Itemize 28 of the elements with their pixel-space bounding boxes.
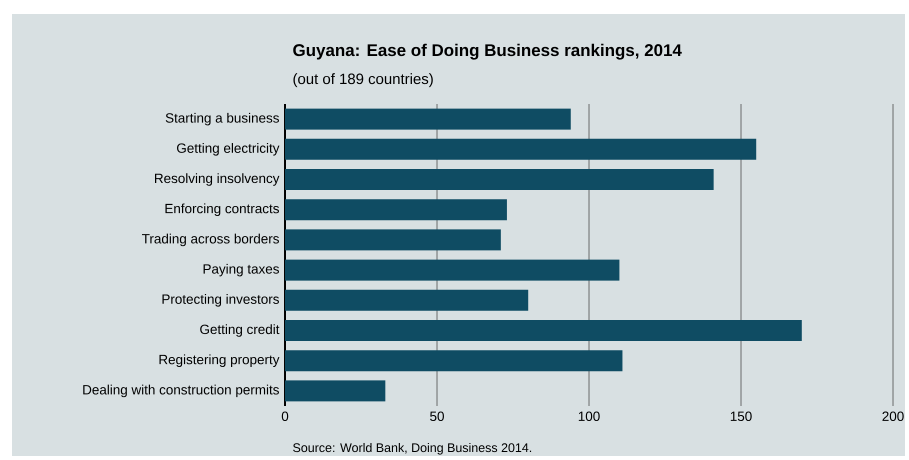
bar <box>285 290 528 311</box>
x-tick-label: 200 <box>882 412 904 422</box>
bar <box>285 229 501 250</box>
y-tick-label: Starting a business <box>166 112 279 126</box>
bar <box>285 320 802 341</box>
bar <box>285 138 756 160</box>
bar <box>285 260 620 281</box>
y-tick-label: Enforcing contracts <box>165 203 279 216</box>
bar <box>285 350 622 372</box>
source-note: Source: World Bank, Doing Business 2014. <box>293 442 532 455</box>
chart-subtitle: (out of 189 countries) <box>293 73 433 88</box>
y-tick-label: Resolving insolvency <box>155 173 280 186</box>
y-tick-label: Trading across borders <box>142 234 279 246</box>
bar <box>285 169 714 190</box>
chart-title: Guyana: Ease of Doing Business rankings, 2014 <box>293 44 682 60</box>
bar <box>285 199 507 220</box>
y-tick-label: Dealing with construction permits <box>83 384 279 398</box>
y-tick-label: Protecting investors <box>162 294 279 307</box>
bar <box>285 380 386 402</box>
x-tick-label: 50 <box>430 412 444 422</box>
y-tick-label: Registering property <box>159 354 280 367</box>
x-tick-label: 0 <box>282 412 288 422</box>
y-tick-label: Getting credit <box>200 324 280 337</box>
y-tick-label: Paying taxes <box>204 264 279 276</box>
x-tick-label: 150 <box>730 412 752 422</box>
bar <box>285 108 571 130</box>
y-tick-label: Getting electricity <box>177 143 280 156</box>
x-tick-label: 100 <box>578 412 600 422</box>
